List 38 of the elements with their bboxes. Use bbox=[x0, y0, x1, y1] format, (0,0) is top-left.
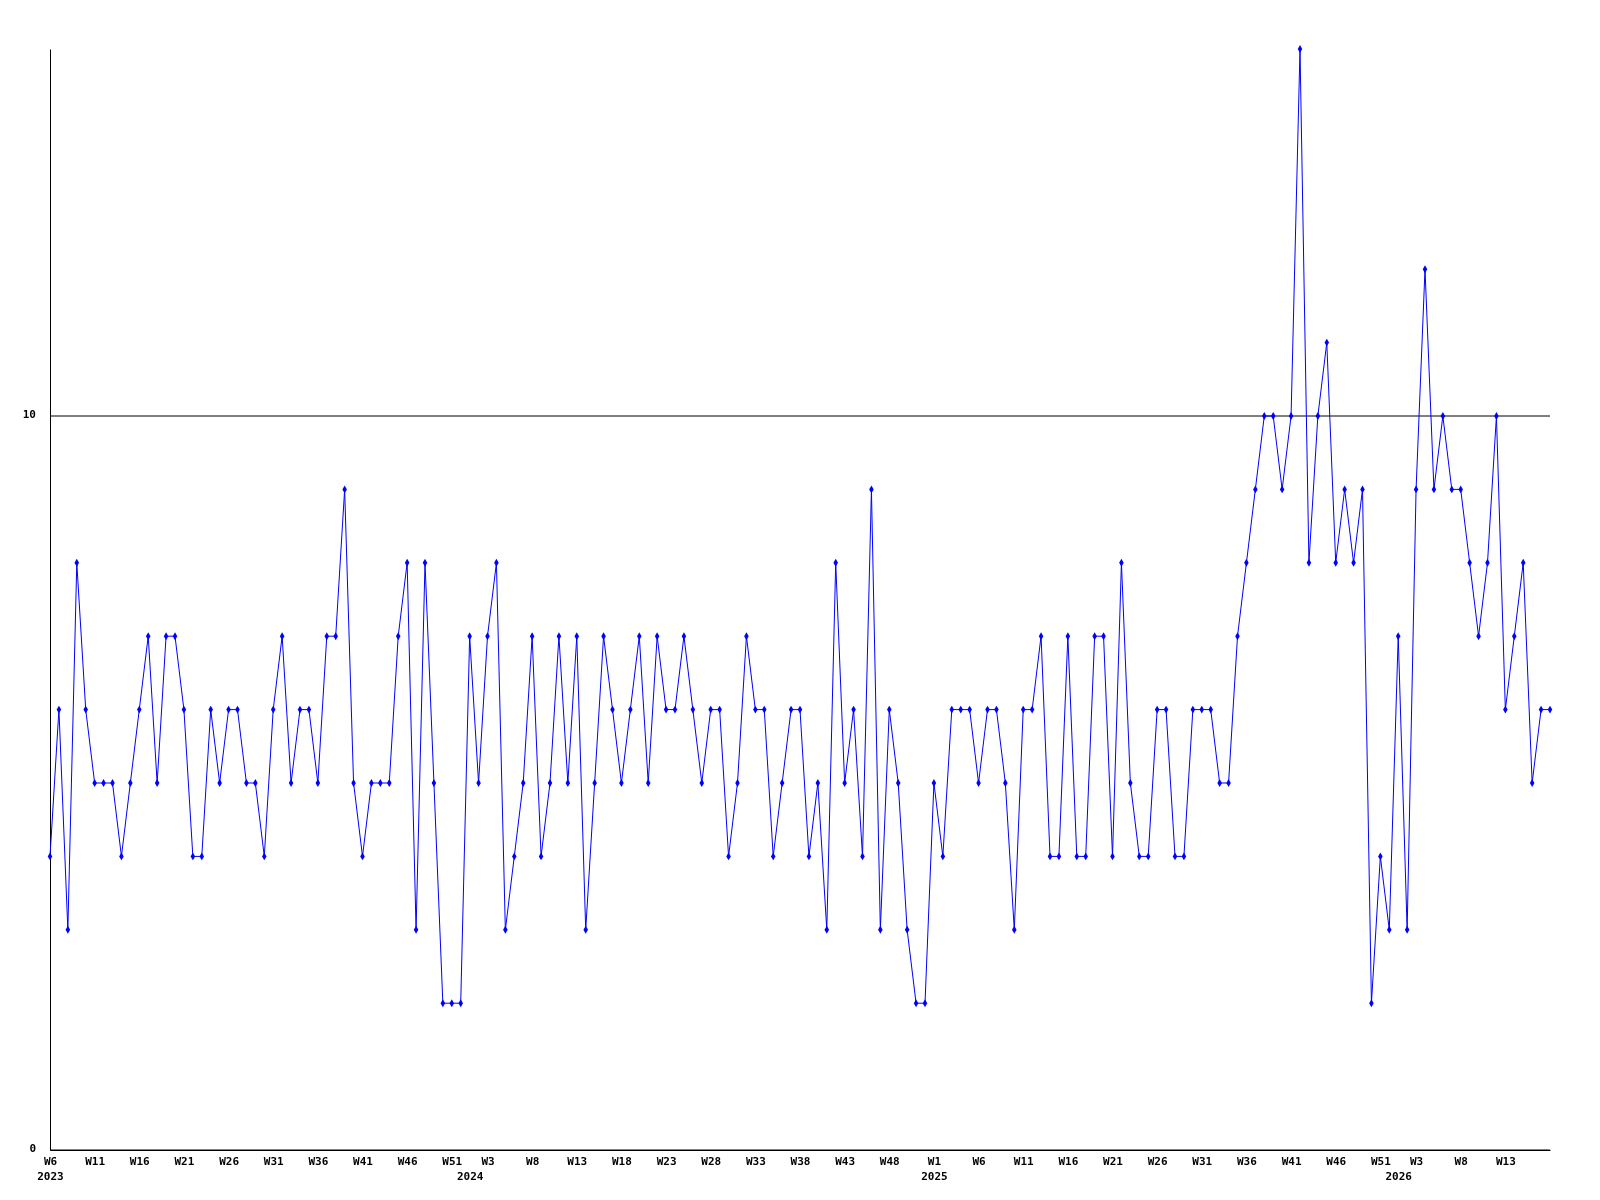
x-tick-label: W18 bbox=[611, 1155, 632, 1168]
x-tick-label: W31 bbox=[263, 1155, 285, 1168]
x-tick-label: W26 bbox=[1147, 1155, 1168, 1168]
x-tick-label: W16 bbox=[1058, 1155, 1079, 1168]
y-tick-label: 0 bbox=[29, 1141, 36, 1155]
x-tick-label: W13 bbox=[1495, 1155, 1516, 1168]
x-tick-label: W21 bbox=[174, 1155, 195, 1168]
x-tick-label: W38 bbox=[790, 1155, 811, 1168]
x-tick-label: W28 bbox=[701, 1155, 722, 1168]
x-tick-label: W6 bbox=[972, 1155, 987, 1168]
y-tick-label: 10 bbox=[22, 407, 36, 421]
x-tick-label: W6 2023 bbox=[37, 1155, 64, 1183]
x-tick-label: W8 bbox=[1454, 1155, 1468, 1168]
x-tick-label: W23 bbox=[656, 1155, 677, 1168]
x-tick-label: W51 bbox=[442, 1155, 463, 1168]
x-tick-label: W51 bbox=[1370, 1155, 1392, 1168]
x-tick-label: W41 bbox=[353, 1155, 374, 1168]
x-tick-label: W41 bbox=[1281, 1155, 1302, 1168]
x-tick-label: W16 bbox=[129, 1155, 151, 1168]
x-tick-label: W46 bbox=[397, 1155, 418, 1168]
x-tick-label: W1 2025 bbox=[921, 1155, 948, 1183]
x-tick-label: W43 bbox=[835, 1155, 856, 1168]
x-tick-label: W33 bbox=[745, 1155, 766, 1168]
x-tick-label: 2026 bbox=[1385, 1170, 1413, 1183]
x-tick-label: W48 bbox=[879, 1155, 900, 1168]
x-tick-label: W36 bbox=[1236, 1155, 1258, 1168]
x-tick-label: W3 bbox=[1409, 1155, 1424, 1168]
x-tick-label: W13 bbox=[567, 1155, 588, 1168]
x-tick-label: W26 bbox=[219, 1155, 240, 1168]
x-tick-label: W8 bbox=[526, 1155, 540, 1168]
x-tick-label: W46 bbox=[1326, 1155, 1347, 1168]
x-tick-label: W31 bbox=[1192, 1155, 1213, 1168]
x-tick-label: 2024 bbox=[456, 1170, 484, 1183]
x-tick-label: W36 bbox=[308, 1155, 329, 1168]
x-tick-label: W11 bbox=[85, 1155, 106, 1168]
x-tick-label: W11 bbox=[1013, 1155, 1035, 1168]
x-tick-label: W21 bbox=[1103, 1155, 1124, 1168]
x-tick-label: W3 bbox=[481, 1155, 495, 1168]
